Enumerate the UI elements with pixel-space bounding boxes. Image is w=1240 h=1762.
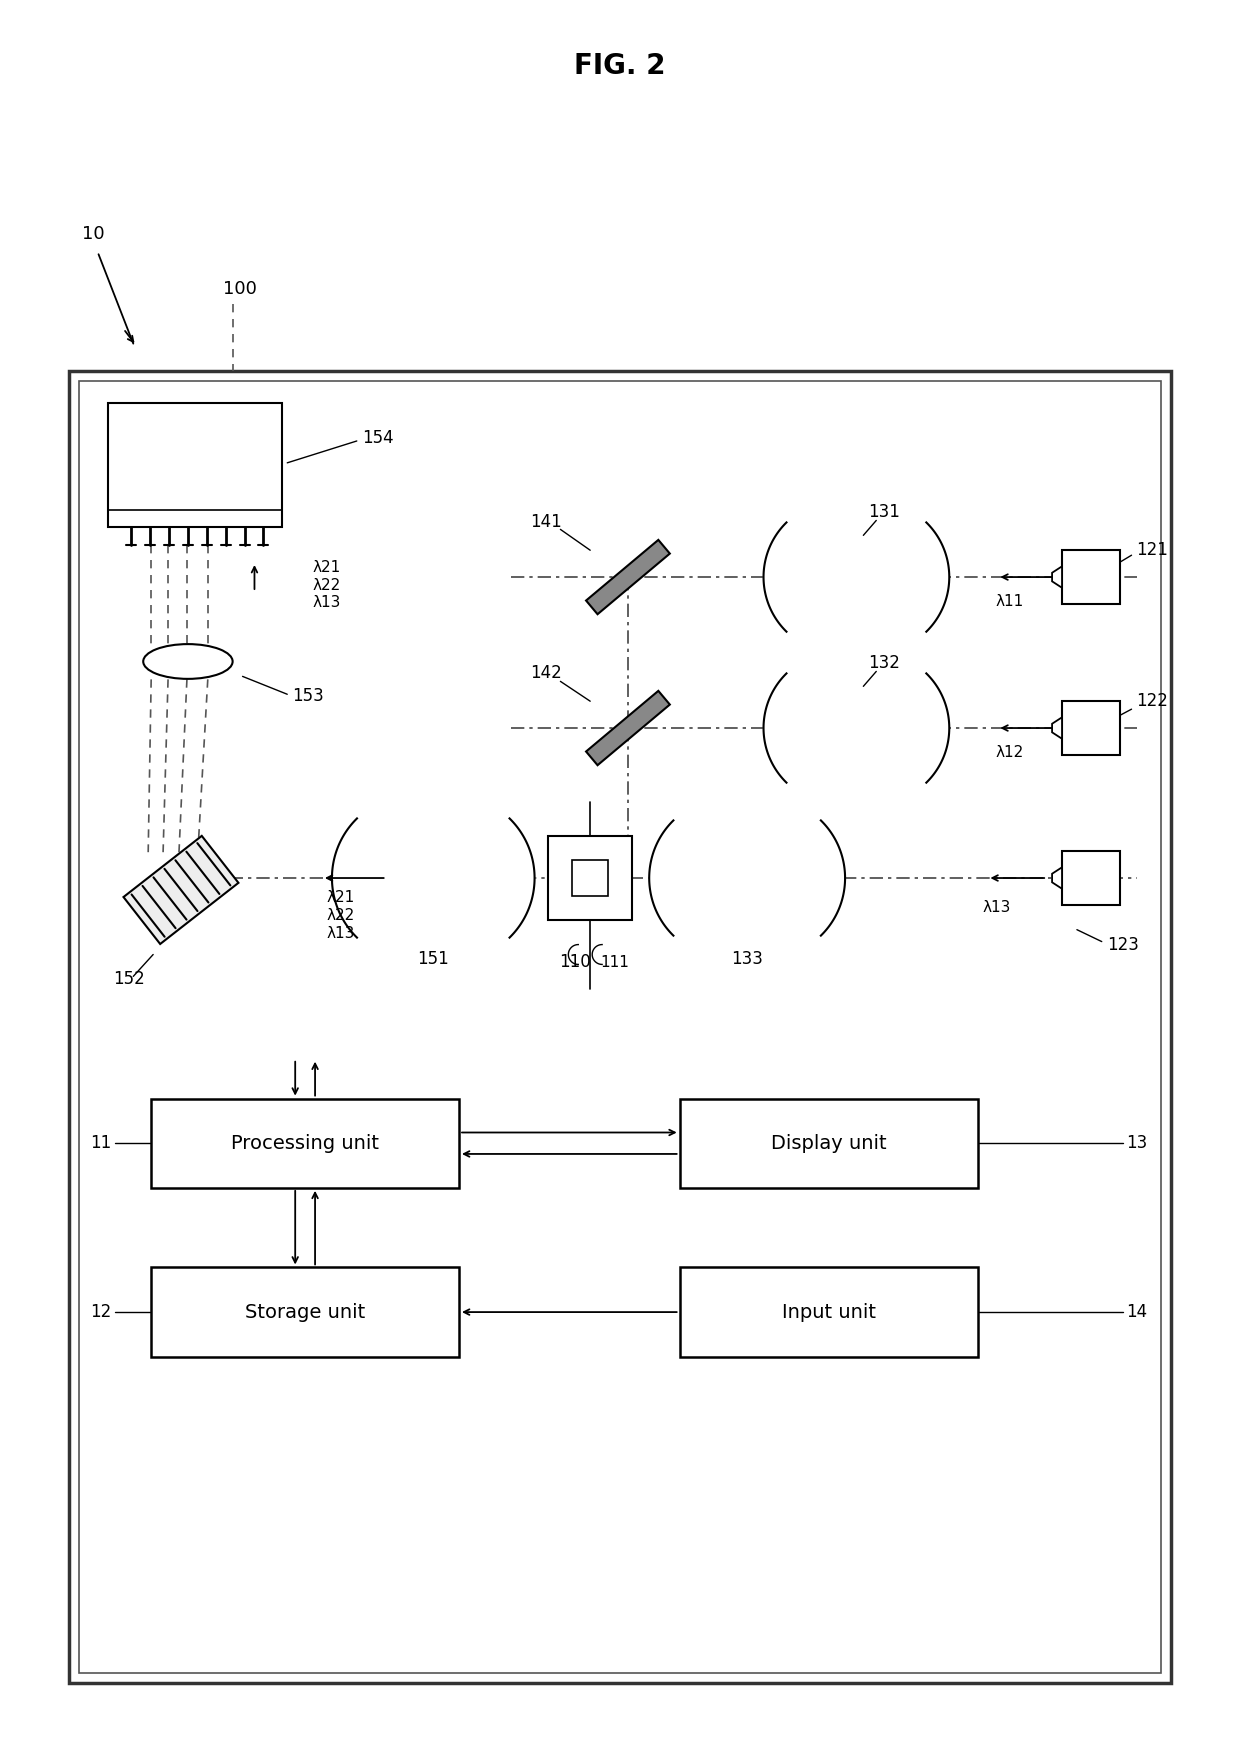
Text: 153: 153 (293, 687, 324, 705)
Ellipse shape (144, 645, 233, 678)
Text: λ21: λ21 (312, 560, 340, 574)
Text: λ13: λ13 (312, 596, 341, 610)
Text: 131: 131 (868, 504, 900, 522)
Bar (680, 1098, 977, 1188)
Text: 14: 14 (1127, 1304, 1148, 1322)
Text: 132: 132 (868, 654, 900, 673)
Polygon shape (124, 835, 238, 944)
Polygon shape (332, 818, 534, 937)
Polygon shape (650, 821, 846, 936)
Text: Processing unit: Processing unit (231, 1133, 379, 1152)
Polygon shape (587, 539, 670, 615)
Polygon shape (1052, 566, 1061, 589)
Bar (68, 372, 1172, 1683)
Bar (573, 860, 608, 895)
Bar (1061, 701, 1120, 754)
Text: 10: 10 (82, 226, 104, 243)
Text: λ13: λ13 (982, 900, 1011, 914)
Bar (108, 403, 283, 527)
Polygon shape (764, 522, 950, 633)
Bar (548, 837, 632, 920)
Text: Storage unit: Storage unit (246, 1302, 366, 1322)
Text: 133: 133 (732, 950, 763, 969)
Text: 12: 12 (91, 1304, 112, 1322)
Text: λ22: λ22 (327, 907, 355, 923)
Polygon shape (587, 691, 670, 765)
Text: 123: 123 (1107, 936, 1138, 953)
Text: FIG. 2: FIG. 2 (574, 51, 666, 79)
Text: 13: 13 (1127, 1135, 1148, 1152)
Text: 141: 141 (531, 513, 563, 532)
Text: λ21: λ21 (327, 890, 355, 906)
Text: 151: 151 (418, 950, 449, 969)
Text: λ22: λ22 (312, 578, 340, 592)
Bar (151, 1267, 459, 1357)
Text: Display unit: Display unit (771, 1133, 887, 1152)
Text: λ13: λ13 (327, 927, 356, 941)
Polygon shape (764, 673, 950, 782)
Text: 154: 154 (362, 428, 393, 448)
Text: 110: 110 (559, 953, 591, 971)
Text: Input unit: Input unit (781, 1302, 875, 1322)
Bar (78, 381, 1162, 1672)
Bar (1061, 851, 1120, 906)
Bar (151, 1098, 459, 1188)
Text: 100: 100 (223, 280, 257, 298)
Text: 142: 142 (531, 664, 563, 682)
Polygon shape (1052, 867, 1061, 888)
Bar (680, 1267, 977, 1357)
Text: 11: 11 (91, 1135, 112, 1152)
Text: 111: 111 (600, 955, 630, 969)
Bar (1061, 550, 1120, 604)
Text: 121: 121 (1137, 541, 1168, 559)
Text: λ12: λ12 (996, 745, 1024, 761)
Polygon shape (1052, 717, 1061, 738)
Text: λ11: λ11 (996, 594, 1024, 610)
Text: 152: 152 (113, 971, 145, 988)
Text: 122: 122 (1137, 692, 1168, 710)
